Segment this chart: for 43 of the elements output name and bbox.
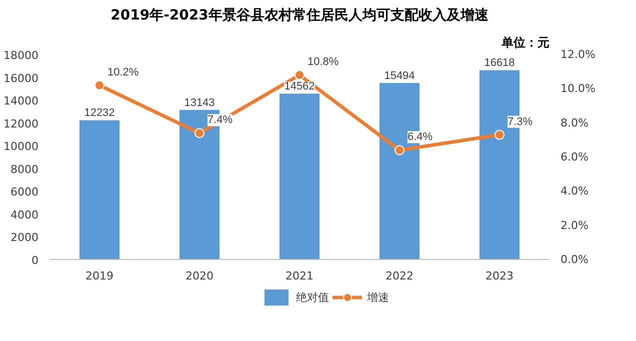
y2-tick-label: 6.0% bbox=[560, 150, 588, 164]
data-label: 6.4% bbox=[408, 131, 433, 144]
point bbox=[394, 145, 404, 156]
y2-tick-label: 12.0% bbox=[560, 48, 596, 61]
y2-tick-label: 10.0% bbox=[560, 82, 596, 96]
legend-label: 绝对值 bbox=[296, 290, 329, 304]
y-tick-label: 6000 bbox=[10, 186, 39, 199]
data-label: 10.8% bbox=[308, 56, 339, 68]
point bbox=[494, 130, 504, 140]
data-label: 7.4% bbox=[208, 114, 233, 126]
bar bbox=[80, 120, 120, 260]
point bbox=[294, 70, 304, 80]
point bbox=[194, 128, 204, 138]
data-label: 14562 bbox=[284, 80, 315, 93]
x-tick-label: 2019 bbox=[86, 270, 114, 282]
data-label: 7.3% bbox=[508, 116, 533, 128]
data-label: 15494 bbox=[384, 70, 415, 82]
x-tick-label: 2022 bbox=[386, 270, 414, 282]
y2-tick-label: 8.0% bbox=[560, 116, 588, 130]
y-tick-label: 4000 bbox=[10, 208, 39, 222]
legend-label: 增速 bbox=[367, 290, 389, 304]
y-tick-label: 18000 bbox=[4, 49, 39, 62]
chart-title: 2019年-2023年景谷县农村常住居民人均可支配收入及增速 bbox=[110, 8, 490, 24]
y-tick-label: 14000 bbox=[4, 94, 39, 108]
y-tick-label: 0 bbox=[32, 254, 38, 267]
y-tick-label: 10000 bbox=[4, 140, 39, 154]
bar bbox=[280, 94, 320, 260]
y2-tick-label: 0.0% bbox=[560, 253, 588, 266]
y2-tick-label: 2.0% bbox=[560, 218, 588, 232]
data-label: 13143 bbox=[184, 96, 215, 109]
y-tick-label: 8000 bbox=[10, 162, 39, 176]
x-tick-label: 2023 bbox=[486, 270, 514, 282]
y-tick-label: 2000 bbox=[10, 231, 39, 244]
y-tick-label: 16000 bbox=[4, 72, 39, 85]
x-tick-label: 2020 bbox=[186, 270, 214, 282]
text: 单位：元 bbox=[500, 36, 550, 50]
y2-tick-label: 4.0% bbox=[560, 184, 588, 198]
data-label: 12232 bbox=[84, 107, 115, 120]
y-tick-label: 12000 bbox=[4, 117, 39, 130]
data-label: 16618 bbox=[484, 57, 515, 70]
point bbox=[94, 80, 104, 90]
x-tick-label: 2021 bbox=[286, 270, 314, 282]
data-label: 10.2% bbox=[108, 66, 139, 78]
